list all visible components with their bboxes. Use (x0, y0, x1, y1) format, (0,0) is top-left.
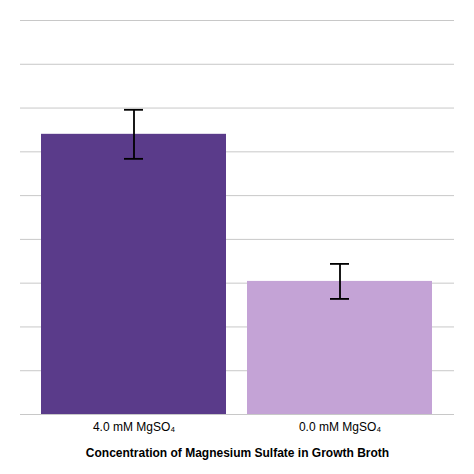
svg-text:4.0 mM MgSO₄: 4.0 mM MgSO₄ (93, 420, 175, 434)
svg-text:Concentration of Magnesium Sul: Concentration of Magnesium Sulfate in Gr… (86, 446, 389, 460)
svg-text:0.0 mM MgSO₄: 0.0 mM MgSO₄ (299, 420, 381, 434)
